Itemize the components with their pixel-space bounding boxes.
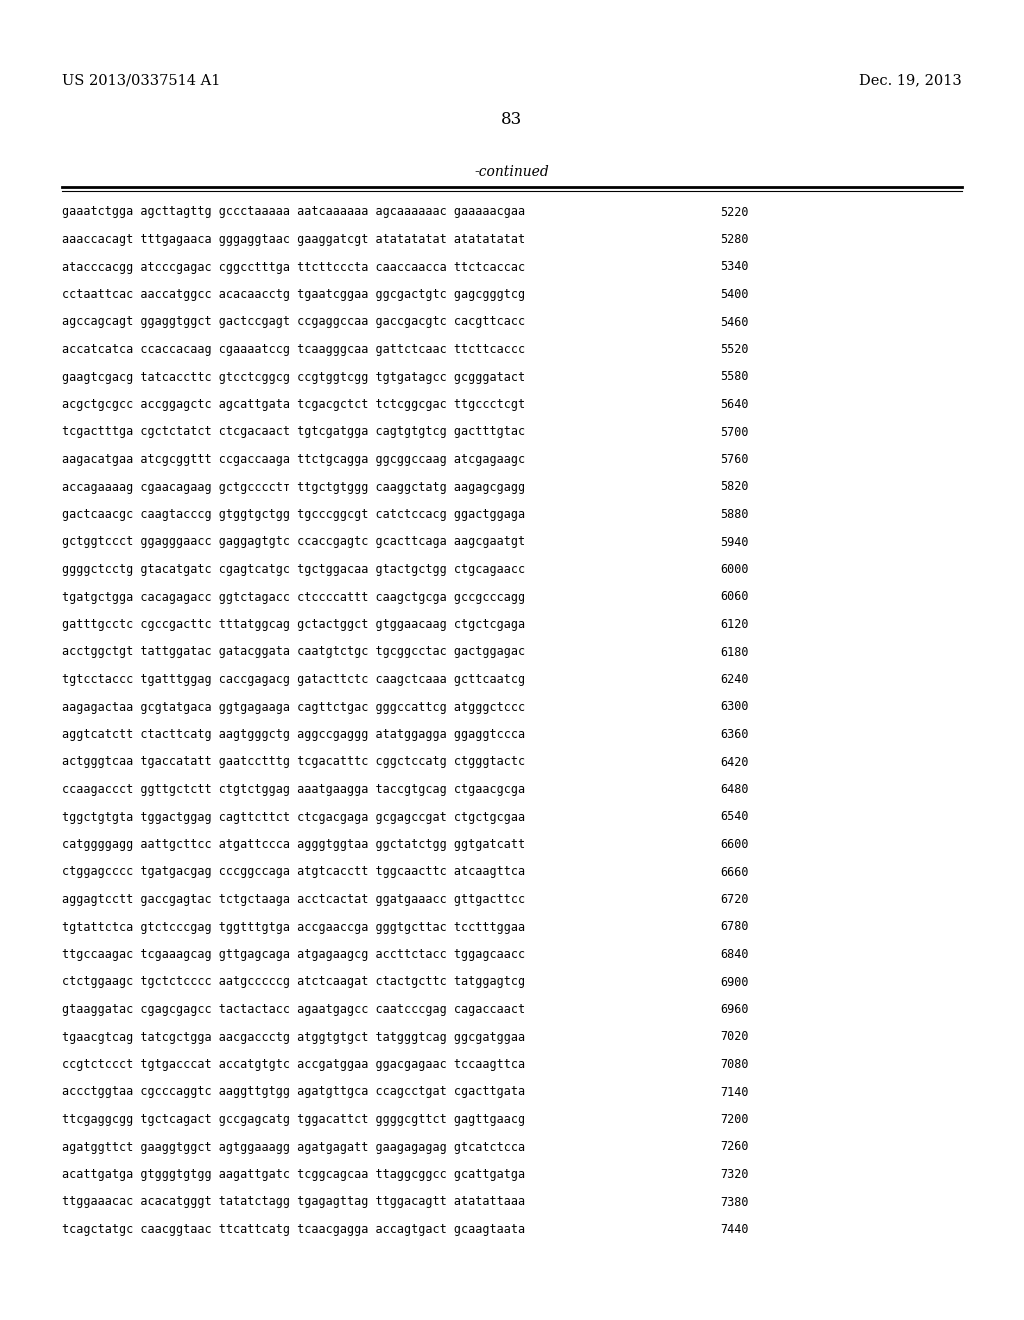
Text: 5280: 5280 — [720, 234, 749, 246]
Text: 6000: 6000 — [720, 564, 749, 576]
Text: aggtcatctt ctacttcatg aagtgggctg aggccgaggg atatggagga ggaggtccca: aggtcatctt ctacttcatg aagtgggctg aggccga… — [62, 729, 525, 741]
Text: 5760: 5760 — [720, 453, 749, 466]
Text: agatggttct gaaggtggct agtggaaagg agatgagatt gaagagagag gtcatctcca: agatggttct gaaggtggct agtggaaagg agatgag… — [62, 1140, 525, 1154]
Text: 6060: 6060 — [720, 590, 749, 603]
Text: aggagtcctt gaccgagtac tctgctaaga acctcactat ggatgaaacc gttgacttcc: aggagtcctt gaccgagtac tctgctaaga acctcac… — [62, 894, 525, 906]
Text: 5460: 5460 — [720, 315, 749, 329]
Text: 6540: 6540 — [720, 810, 749, 824]
Text: agccagcagt ggaggtggct gactccgagt ccgaggccaa gaccgacgtc cacgttcacc: agccagcagt ggaggtggct gactccgagt ccgaggc… — [62, 315, 525, 329]
Text: gaagtcgacg tatcaccttc gtcctcggcg ccgtggtcgg tgtgatagcc gcgggatact: gaagtcgacg tatcaccttc gtcctcggcg ccgtggt… — [62, 371, 525, 384]
Text: gtaaggatac cgagcgagcc tactactacc agaatgagcc caatcccgag cagaccaact: gtaaggatac cgagcgagcc tactactacc agaatga… — [62, 1003, 525, 1016]
Text: 6780: 6780 — [720, 920, 749, 933]
Text: 7440: 7440 — [720, 1224, 749, 1236]
Text: catggggagg aattgcttcc atgattccca agggtggtaa ggctatctgg ggtgatcatt: catggggagg aattgcttcc atgattccca agggtgg… — [62, 838, 525, 851]
Text: Dec. 19, 2013: Dec. 19, 2013 — [859, 73, 962, 87]
Text: ccgtctccct tgtgacccat accatgtgtc accgatggaa ggacgagaac tccaagttca: ccgtctccct tgtgacccat accatgtgtc accgatg… — [62, 1059, 525, 1071]
Text: US 2013/0337514 A1: US 2013/0337514 A1 — [62, 73, 220, 87]
Text: 83: 83 — [502, 111, 522, 128]
Text: tgtcctaccc tgatttggag caccgagacg gatacttctc caagctcaaa gcttcaatcg: tgtcctaccc tgatttggag caccgagacg gatactt… — [62, 673, 525, 686]
Text: 5580: 5580 — [720, 371, 749, 384]
Text: 7320: 7320 — [720, 1168, 749, 1181]
Text: 6720: 6720 — [720, 894, 749, 906]
Text: tcgactttga cgctctatct ctcgacaact tgtcgatgga cagtgtgtcg gactttgtac: tcgactttga cgctctatct ctcgacaact tgtcgat… — [62, 425, 525, 438]
Text: 6420: 6420 — [720, 755, 749, 768]
Text: aagacatgaa atcgcggttt ccgaccaaga ttctgcagga ggcggccaag atcgagaagc: aagacatgaa atcgcggttt ccgaccaaga ttctgca… — [62, 453, 525, 466]
Text: 5400: 5400 — [720, 288, 749, 301]
Text: gaaatctgga agcttagttg gccctaaaaa aatcaaaaaa agcaaaaaac gaaaaacgaa: gaaatctgga agcttagttg gccctaaaaa aatcaaa… — [62, 206, 525, 219]
Text: acctggctgt tattggatac gatacggata caatgtctgc tgcggcctac gactggagac: acctggctgt tattggatac gatacggata caatgtc… — [62, 645, 525, 659]
Text: 6300: 6300 — [720, 701, 749, 714]
Text: 7080: 7080 — [720, 1059, 749, 1071]
Text: 6600: 6600 — [720, 838, 749, 851]
Text: gatttgcctc cgccgacttc tttatggcag gctactggct gtggaacaag ctgctcgaga: gatttgcctc cgccgacttc tttatggcag gctactg… — [62, 618, 525, 631]
Text: tgtattctca gtctcccgag tggtttgtga accgaaccga gggtgcttac tcctttggaa: tgtattctca gtctcccgag tggtttgtga accgaac… — [62, 920, 525, 933]
Text: 5820: 5820 — [720, 480, 749, 494]
Text: 5340: 5340 — [720, 260, 749, 273]
Text: 6660: 6660 — [720, 866, 749, 879]
Text: ctggagcccc tgatgacgag cccggccaga atgtcacctt tggcaacttc atcaagttca: ctggagcccc tgatgacgag cccggccaga atgtcac… — [62, 866, 525, 879]
Text: ttgccaagac tcgaaagcag gttgagcaga atgagaagcg accttctacc tggagcaacc: ttgccaagac tcgaaagcag gttgagcaga atgagaa… — [62, 948, 525, 961]
Text: -continued: -continued — [475, 165, 549, 180]
Text: acgctgcgcc accggagctc agcattgata tcgacgctct tctcggcgac ttgccctcgt: acgctgcgcc accggagctc agcattgata tcgacgc… — [62, 399, 525, 411]
Text: 6480: 6480 — [720, 783, 749, 796]
Text: 6360: 6360 — [720, 729, 749, 741]
Text: 6960: 6960 — [720, 1003, 749, 1016]
Text: ccaagaccct ggttgctctt ctgtctggag aaatgaagga taccgtgcag ctgaacgcga: ccaagaccct ggttgctctt ctgtctggag aaatgaa… — [62, 783, 525, 796]
Text: actgggtcaa tgaccatatt gaatcctttg tcgacatttc cggctccatg ctgggtactc: actgggtcaa tgaccatatt gaatcctttg tcgacat… — [62, 755, 525, 768]
Text: 7200: 7200 — [720, 1113, 749, 1126]
Text: tgatgctgga cacagagacc ggtctagacc ctccccattt caagctgcga gccgcccagg: tgatgctgga cacagagacc ggtctagacc ctcccca… — [62, 590, 525, 603]
Text: accctggtaa cgcccaggtc aaggttgtgg agatgttgca ccagcctgat cgacttgata: accctggtaa cgcccaggtc aaggttgtgg agatgtt… — [62, 1085, 525, 1098]
Text: 7140: 7140 — [720, 1085, 749, 1098]
Text: ctctggaagc tgctctcccc aatgcccccg atctcaagat ctactgcttc tatggagtcg: ctctggaagc tgctctcccc aatgcccccg atctcaa… — [62, 975, 525, 989]
Text: tcagctatgc caacggtaac ttcattcatg tcaacgagga accagtgact gcaagtaata: tcagctatgc caacggtaac ttcattcatg tcaacga… — [62, 1224, 525, 1236]
Text: aaaccacagt tttgagaaca gggaggtaac gaaggatcgt atatatatat atatatatat: aaaccacagt tttgagaaca gggaggtaac gaaggat… — [62, 234, 525, 246]
Text: 7020: 7020 — [720, 1031, 749, 1044]
Text: tgaacgtcag tatcgctgga aacgaccctg atggtgtgct tatgggtcag ggcgatggaa: tgaacgtcag tatcgctgga aacgaccctg atggtgt… — [62, 1031, 525, 1044]
Text: gctggtccct ggagggaacc gaggagtgtc ccaccgagtc gcacttcaga aagcgaatgt: gctggtccct ggagggaacc gaggagtgtc ccaccga… — [62, 536, 525, 549]
Text: acattgatga gtgggtgtgg aagattgatc tcggcagcaa ttaggcggcc gcattgatga: acattgatga gtgggtgtgg aagattgatc tcggcag… — [62, 1168, 525, 1181]
Text: accatcatca ccaccacaag cgaaaatccg tcaagggcaa gattctcaac ttcttcaccc: accatcatca ccaccacaag cgaaaatccg tcaaggg… — [62, 343, 525, 356]
Text: 6180: 6180 — [720, 645, 749, 659]
Text: tggctgtgta tggactggag cagttcttct ctcgacgaga gcgagccgat ctgctgcgaa: tggctgtgta tggactggag cagttcttct ctcgacg… — [62, 810, 525, 824]
Text: 5640: 5640 — [720, 399, 749, 411]
Text: 7380: 7380 — [720, 1196, 749, 1209]
Text: ggggctcctg gtacatgatc cgagtcatgc tgctggacaa gtactgctgg ctgcagaacc: ggggctcctg gtacatgatc cgagtcatgc tgctgga… — [62, 564, 525, 576]
Text: 6840: 6840 — [720, 948, 749, 961]
Text: 5700: 5700 — [720, 425, 749, 438]
Text: 7260: 7260 — [720, 1140, 749, 1154]
Text: 5940: 5940 — [720, 536, 749, 549]
Text: atacccacgg atcccgagac cggcctttga ttcttcccta caaccaacca ttctcaccac: atacccacgg atcccgagac cggcctttga ttcttcc… — [62, 260, 525, 273]
Text: aagagactaa gcgtatgaca ggtgagaaga cagttctgac gggccattcg atgggctccc: aagagactaa gcgtatgaca ggtgagaaga cagttct… — [62, 701, 525, 714]
Text: 6120: 6120 — [720, 618, 749, 631]
Text: 5220: 5220 — [720, 206, 749, 219]
Text: gactcaacgc caagtacccg gtggtgctgg tgcccggcgt catctccacg ggactggaga: gactcaacgc caagtacccg gtggtgctgg tgcccgg… — [62, 508, 525, 521]
Text: 5520: 5520 — [720, 343, 749, 356]
Text: 5880: 5880 — [720, 508, 749, 521]
Text: 6900: 6900 — [720, 975, 749, 989]
Text: ttggaaacac acacatgggt tatatctagg tgagagttag ttggacagtt atatattaaa: ttggaaacac acacatgggt tatatctagg tgagagt… — [62, 1196, 525, 1209]
Text: 6240: 6240 — [720, 673, 749, 686]
Text: accagaaaag cgaacagaag gctgcccctт ttgctgtggg caaggctatg aagagcgagg: accagaaaag cgaacagaag gctgcccctт ttgctgt… — [62, 480, 525, 494]
Text: ttcgaggcgg tgctcagact gccgagcatg tggacattct ggggcgttct gagttgaacg: ttcgaggcgg tgctcagact gccgagcatg tggacat… — [62, 1113, 525, 1126]
Text: cctaattcac aaccatggcc acacaacctg tgaatcggaa ggcgactgtc gagcgggtcg: cctaattcac aaccatggcc acacaacctg tgaatcg… — [62, 288, 525, 301]
